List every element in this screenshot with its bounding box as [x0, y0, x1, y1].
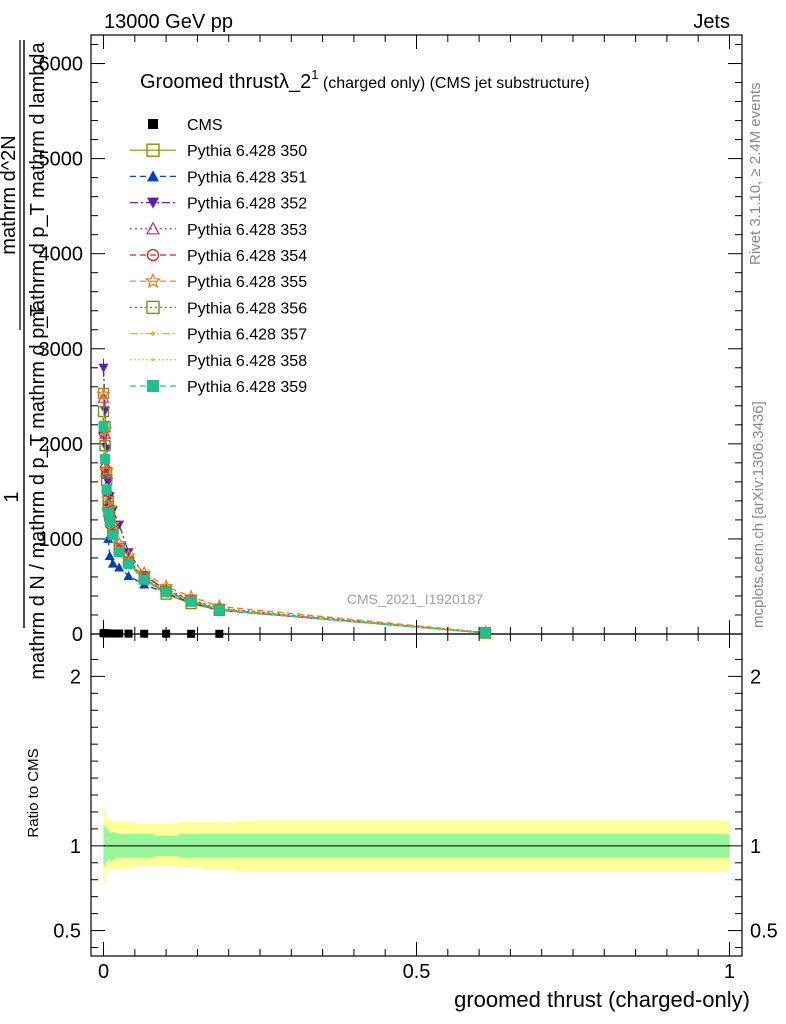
- point-cms: [140, 629, 149, 638]
- legend-label-pythia-6-428-350: Pythia 6.428 350: [187, 143, 307, 160]
- point-pythia-6-428-355: [99, 462, 114, 477]
- ratio-plot-frame: [90, 633, 743, 957]
- point-pythia-6-428-359: [139, 574, 150, 585]
- legend-marker-pythia-6-428-359: [147, 380, 159, 392]
- point-cms: [215, 629, 224, 638]
- main-ytick-label: 3000: [39, 339, 84, 361]
- ratio-ytick-label-right: 0.5: [750, 921, 778, 943]
- legend-marker-pythia-6-428-354: [146, 248, 160, 262]
- plot-title: Groomed thrustλ_21 (charged only) (CMS j…: [140, 67, 590, 93]
- title-lambda: λ_2: [279, 71, 311, 93]
- ratio-ytick-label-left: 0.5: [53, 921, 81, 943]
- data-markers: [96, 358, 493, 639]
- legend-label-pythia-6-428-351: Pythia 6.428 351: [187, 169, 307, 186]
- point-pythia-6-428-359: [107, 530, 118, 541]
- legend-label-pythia-6-428-355: Pythia 6.428 355: [187, 274, 307, 291]
- point-pythia-6-428-355: [96, 386, 111, 401]
- mcplots-label: mcplots.cern.ch [arXiv:1306.3436]: [750, 401, 767, 628]
- title-rest: (charged only) (CMS jet substructure): [318, 75, 589, 92]
- ylabel-frac-bottom: mathrm d N / mathrm d p_T mathrm d p_T: [27, 304, 49, 679]
- legend-marker-pythia-6-428-351: [147, 170, 159, 182]
- legend-marker-pythia-6-428-357: [150, 331, 156, 336]
- point-pythia-6-428-350: [100, 466, 113, 479]
- point-pythia-6-428-352: [123, 548, 134, 558]
- point-pythia-6-428-351: [114, 562, 125, 572]
- legend-marker-pythia-6-428-355: [144, 272, 162, 289]
- point-pythia-6-428-359: [98, 421, 109, 432]
- legend-marker-cms: [148, 119, 158, 129]
- point-pythia-6-428-359: [123, 559, 134, 570]
- legend-label-cms: CMS: [187, 117, 223, 134]
- legend-label-pythia-6-428-352: Pythia 6.428 352: [187, 196, 307, 213]
- ylabel-frac-top2: mathrm d p_T mathrm d lambda: [27, 41, 49, 327]
- point-pythia-6-428-352: [101, 444, 112, 454]
- legend-label-pythia-6-428-356: Pythia 6.428 356: [187, 300, 307, 317]
- legend-marker-pythia-6-428-356: [146, 300, 160, 315]
- point-cms: [162, 629, 171, 638]
- point-pythia-6-428-359: [214, 605, 225, 616]
- point-pythia-6-428-351: [107, 558, 118, 568]
- point-cms: [115, 629, 124, 638]
- point-pythia-6-428-359: [100, 454, 111, 465]
- title-sup: 1: [311, 67, 318, 82]
- main-ytick-label: 5000: [39, 149, 84, 171]
- ratio-ytick-label-left: 2: [70, 666, 81, 688]
- ylabel-frac-top: mathrm d^2N: [0, 135, 20, 254]
- ratio-ytick-label-right: 2: [750, 666, 761, 688]
- main-ytick-label: 0: [72, 624, 83, 646]
- ratio-xtick-label: 1: [724, 961, 735, 983]
- point-pythia-6-428-353: [100, 468, 113, 479]
- main-ytick-label: 1000: [39, 529, 84, 551]
- ratio-xtick-label: 0.5: [403, 961, 431, 983]
- analysis-watermark: CMS_2021_I1920187: [347, 591, 483, 607]
- ylabel-one: 1: [1, 491, 23, 502]
- title-main: Groomed thrust: [140, 71, 279, 93]
- main-ylabel: 1 mathrm d N / mathrm d p_T mathrm d p_T…: [0, 40, 49, 680]
- legend: CMS Pythia 6.428 350 Pythia 6.428 351 Pythi…: [130, 117, 307, 396]
- point-pythia-6-428-355: [112, 536, 127, 550]
- legend-label-pythia-6-428-359: Pythia 6.428 359: [187, 379, 307, 396]
- ratio-ytick-label-left: 1: [70, 836, 81, 858]
- ratio-xtick-label: 0: [98, 961, 109, 983]
- main-ytick-label: 4000: [39, 244, 84, 266]
- ratio-ylabel: Ratio to CMS: [25, 748, 42, 837]
- point-cms: [187, 629, 196, 638]
- point-pythia-6-428-359: [104, 516, 115, 527]
- legend-label-pythia-6-428-353: Pythia 6.428 353: [187, 222, 307, 239]
- point-pythia-6-428-352: [100, 406, 111, 416]
- legend-marker-pythia-6-428-358: [151, 358, 155, 362]
- axis-ticks: 0 1000 2000 3000 4000 5000 6000 0 0.5 1 0.5 0.5 1 1 2 2: [39, 35, 778, 983]
- rivet-label: Rivet 3.1.10, ≥ 2.4M events: [747, 83, 764, 266]
- point-pythia-6-428-359: [480, 627, 491, 638]
- ratio-bands: [103, 806, 730, 885]
- point-pythia-6-428-359: [114, 547, 125, 558]
- point-pythia-6-428-359: [161, 587, 172, 598]
- main-ytick-label: 2000: [39, 434, 84, 456]
- point-pythia-6-428-359: [103, 507, 114, 518]
- ratio-ytick-label-right: 1: [750, 836, 761, 858]
- point-pythia-6-428-351: [123, 571, 134, 581]
- point-pythia-6-428-351: [104, 551, 115, 561]
- legend-marker-pythia-6-428-352: [147, 197, 159, 209]
- header-right: Jets: [693, 11, 730, 33]
- x-axis-label: groomed thrust (charged-only): [454, 987, 750, 1012]
- legend-marker-pythia-6-428-353: [145, 221, 161, 235]
- point-pythia-6-428-359: [101, 484, 112, 495]
- point-pythia-6-428-359: [186, 596, 197, 607]
- point-pythia-6-428-352: [103, 477, 114, 487]
- legend-marker-pythia-6-428-350: [146, 143, 160, 157]
- point-cms: [124, 629, 133, 638]
- legend-label-pythia-6-428-357: Pythia 6.428 357: [187, 327, 307, 344]
- legend-label-pythia-6-428-354: Pythia 6.428 354: [187, 248, 307, 265]
- header-left: 13000 GeV pp: [104, 11, 233, 33]
- legend-label-pythia-6-428-358: Pythia 6.428 358: [187, 353, 307, 370]
- main-ytick-label: 6000: [39, 54, 84, 76]
- point-pythia-6-428-352: [98, 363, 109, 373]
